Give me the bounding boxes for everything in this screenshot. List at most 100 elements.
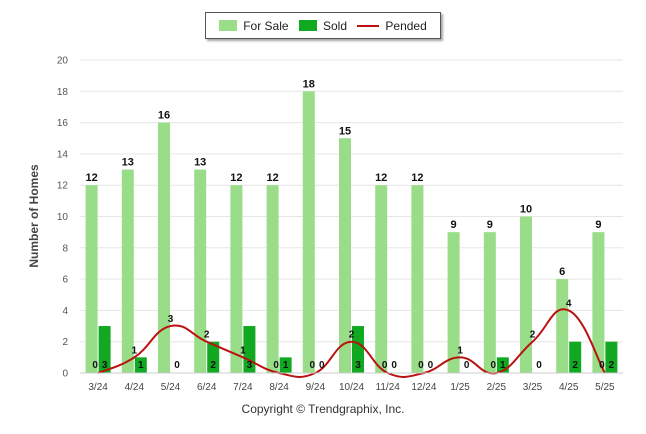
- bar-for-sale: [194, 169, 207, 373]
- y-tick-label: 18: [57, 87, 69, 98]
- bar-for-sale: [121, 169, 134, 373]
- bar-for-sale: [158, 122, 170, 373]
- bars: [85, 91, 618, 374]
- data-label-pended: 1: [240, 345, 246, 356]
- x-tick-label: 5/25: [595, 382, 615, 393]
- data-label-for-sale: 12: [230, 172, 242, 184]
- data-label-for-sale: 16: [158, 110, 170, 122]
- x-tick-label: 4/25: [559, 382, 579, 393]
- data-label-for-sale: 9: [487, 219, 493, 231]
- data-label-for-sale: 18: [303, 78, 315, 90]
- copyright-footer: Copyright © Trendgraphix, Inc.: [241, 402, 405, 416]
- x-tick-label: 2/25: [487, 382, 507, 393]
- data-label-sold: 0: [464, 360, 470, 371]
- data-label-for-sale: 10: [520, 204, 532, 216]
- bar-for-sale: [339, 138, 351, 373]
- bar-for-sale: [375, 185, 388, 373]
- x-tick-label: 6/24: [197, 382, 217, 393]
- y-tick-label: 10: [57, 212, 69, 223]
- data-label-sold: 2: [572, 360, 578, 371]
- bar-sold: [569, 341, 582, 373]
- y-tick-label: 8: [62, 243, 68, 254]
- data-label-for-sale: 12: [411, 172, 423, 184]
- bar-for-sale: [230, 185, 243, 373]
- x-tick-label: 5/24: [161, 382, 181, 393]
- data-label-sold: 3: [247, 360, 253, 371]
- data-label-sold: 0: [391, 360, 397, 371]
- y-tick-label: 4: [62, 306, 68, 317]
- legend-item-pended[interactable]: Pended: [357, 18, 427, 33]
- data-label-pended: 0: [92, 360, 98, 371]
- x-tick-label: 12/24: [411, 382, 436, 393]
- y-tick-label: 6: [62, 275, 68, 286]
- y-tick-label: 2: [62, 337, 68, 348]
- bar-for-sale: [556, 279, 569, 373]
- y-axis-title: Number of Homes: [27, 164, 41, 268]
- x-tick-label: 9/24: [306, 382, 326, 393]
- data-label-sold: 1: [138, 360, 144, 371]
- data-label-sold: 3: [355, 360, 361, 371]
- pended-series-line: [97, 308, 606, 378]
- y-tick-label: 14: [57, 149, 69, 160]
- bar-for-sale: [520, 216, 532, 373]
- bar-for-sale: [411, 185, 424, 373]
- data-label-pended: 3: [168, 314, 174, 325]
- x-tick-label: 10/24: [339, 382, 364, 393]
- bar-for-sale: [302, 91, 315, 374]
- data-label-pended: 0: [599, 360, 605, 371]
- data-label-pended: 0: [491, 360, 497, 371]
- data-label-for-sale: 13: [122, 157, 134, 169]
- data-label-sold: 0: [174, 360, 180, 371]
- data-label-sold: 0: [428, 360, 434, 371]
- data-label-pended: 2: [349, 330, 355, 341]
- data-label-pended: 1: [457, 345, 463, 356]
- data-label-pended: 2: [204, 330, 210, 341]
- legend-label-sold: Sold: [322, 18, 347, 33]
- data-label-sold: 2: [210, 360, 216, 371]
- bar-sold: [134, 357, 147, 373]
- bar-sold: [605, 341, 618, 373]
- bar-sold: [279, 357, 292, 373]
- data-label-pended: 1: [132, 345, 138, 356]
- data-label-sold: 2: [609, 360, 615, 371]
- data-label-pended: 0: [273, 360, 279, 371]
- legend-item-for-sale[interactable]: For Sale: [219, 19, 289, 33]
- legend-item-sold[interactable]: Sold: [298, 18, 347, 33]
- bar-sold: [352, 326, 364, 373]
- data-label-pended: 4: [566, 298, 572, 309]
- x-tick-label: 3/25: [523, 382, 543, 393]
- legend-label-pended: Pended: [385, 18, 427, 33]
- x-tick-label: 11/24: [376, 382, 401, 393]
- for-sale-swatch-icon: [219, 20, 238, 31]
- x-tick-label: 7/24: [233, 382, 253, 393]
- data-label-pended: 2: [530, 330, 536, 341]
- bar-sold: [98, 326, 111, 373]
- x-tick-label: 1/25: [450, 382, 470, 393]
- y-tick-label: 16: [57, 118, 69, 129]
- data-label-sold: 1: [500, 360, 506, 371]
- data-label-for-sale: 9: [451, 219, 457, 231]
- data-label-for-sale: 12: [266, 172, 278, 184]
- data-label-for-sale: 9: [595, 219, 601, 231]
- data-label-sold: 0: [536, 360, 542, 371]
- bar-for-sale: [592, 232, 605, 373]
- data-label-for-sale: 13: [194, 157, 206, 169]
- pended-line: [97, 308, 606, 378]
- y-tick-label: 20: [57, 56, 69, 67]
- data-label-pended: 0: [382, 360, 388, 371]
- pended-line-swatch-icon: [357, 24, 380, 27]
- y-tick-label: 12: [57, 181, 69, 192]
- bar-for-sale: [85, 185, 98, 373]
- x-tick-label: 3/24: [88, 382, 108, 393]
- data-label-pended: 0: [418, 360, 424, 371]
- x-tick-label: 4/24: [125, 382, 145, 393]
- data-label-sold: 0: [319, 360, 325, 371]
- bar-for-sale: [447, 232, 460, 373]
- legend: For Sale Sold Pended: [205, 12, 441, 39]
- x-tick-label: 8/24: [269, 382, 289, 393]
- y-tick-label: 0: [62, 369, 68, 380]
- data-label-for-sale: 12: [85, 172, 97, 184]
- data-label-for-sale: 15: [339, 125, 351, 137]
